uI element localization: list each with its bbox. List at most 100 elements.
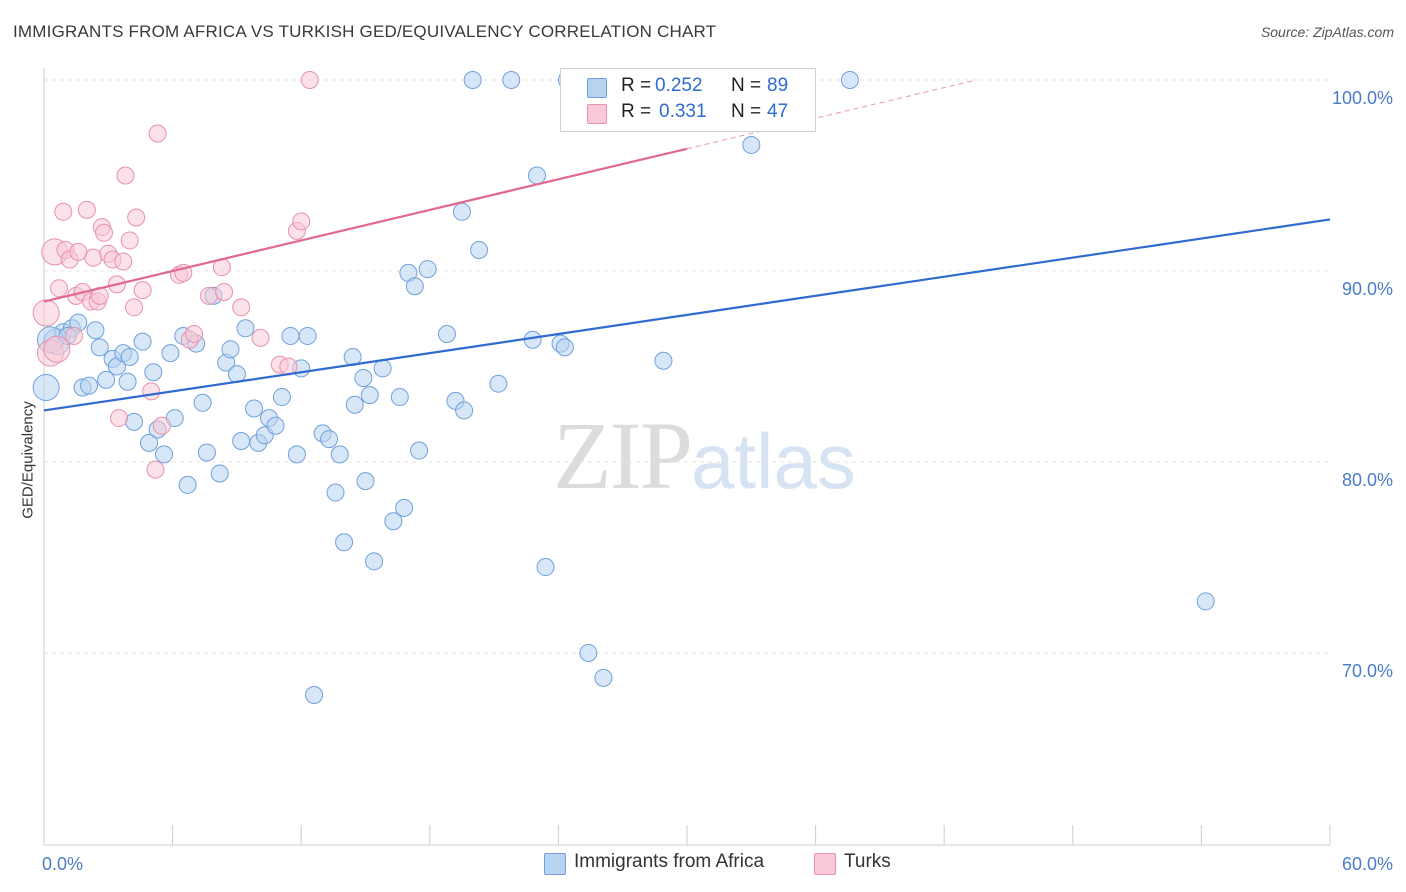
africa-point bbox=[155, 445, 174, 464]
africa-point bbox=[1196, 592, 1215, 611]
turks-point bbox=[95, 223, 114, 242]
africa-point bbox=[356, 472, 375, 491]
africa-point bbox=[287, 445, 306, 464]
chart-title: IMMIGRANTS FROM AFRICA VS TURKISH GED/EQ… bbox=[13, 22, 717, 41]
correlation-legend: R = 0.252 N = 89 R = 0.331 N = 47 bbox=[560, 68, 816, 132]
turks-point bbox=[200, 286, 219, 305]
turks-point bbox=[69, 242, 88, 261]
africa-point bbox=[120, 347, 139, 366]
africa-point bbox=[305, 686, 324, 705]
africa-point bbox=[365, 552, 384, 571]
africa-point bbox=[272, 388, 291, 407]
africa-point bbox=[80, 376, 99, 395]
turks-point bbox=[251, 328, 270, 347]
africa-point bbox=[326, 483, 345, 502]
africa-point bbox=[210, 464, 229, 483]
africa-point bbox=[320, 430, 339, 449]
turks-point bbox=[142, 382, 161, 401]
africa-point bbox=[125, 412, 144, 431]
africa-point bbox=[330, 445, 349, 464]
africa-point bbox=[390, 388, 409, 407]
turks-point bbox=[77, 200, 96, 219]
turks-point bbox=[152, 416, 171, 435]
africa-point bbox=[360, 386, 379, 405]
africa-point bbox=[527, 166, 546, 185]
turks-point bbox=[146, 460, 165, 479]
turks-point bbox=[65, 326, 84, 345]
turks-point bbox=[133, 281, 152, 300]
africa-point bbox=[197, 443, 216, 462]
turks-point bbox=[114, 252, 133, 271]
turks-point bbox=[116, 166, 135, 185]
africa-point bbox=[840, 71, 859, 89]
africa-point bbox=[452, 202, 471, 221]
turks-point bbox=[32, 299, 60, 327]
source-label: Source: ZipAtlas.com bbox=[1260, 24, 1394, 40]
turks-point bbox=[120, 231, 139, 250]
africa-point bbox=[193, 393, 212, 412]
africa-point bbox=[405, 277, 424, 296]
turks-point bbox=[125, 298, 144, 317]
africa-point bbox=[161, 344, 180, 363]
turks-point bbox=[232, 298, 251, 317]
y-tick-label: 100.0% bbox=[1332, 88, 1393, 108]
africa-point bbox=[86, 321, 105, 340]
turks-point bbox=[215, 283, 234, 302]
y-tick-label: 80.0% bbox=[1342, 470, 1393, 490]
africa-point bbox=[536, 558, 555, 577]
legend-n-label: N = bbox=[731, 101, 762, 122]
africa-point bbox=[463, 71, 482, 89]
legend-r-value: 0.331 bbox=[659, 101, 707, 122]
africa-point bbox=[221, 340, 240, 359]
africa-point bbox=[140, 433, 159, 452]
bottom-legend-label-turks: Turks bbox=[844, 851, 891, 872]
watermark: ZIPatlas bbox=[553, 400, 856, 511]
bottom-legend-swatch-africa bbox=[544, 853, 566, 875]
africa-point bbox=[373, 359, 392, 378]
africa-point bbox=[470, 240, 489, 259]
legend-r-value: 0.252 bbox=[655, 75, 703, 96]
africa-point bbox=[418, 260, 437, 279]
africa-point bbox=[133, 332, 152, 351]
turks-point bbox=[127, 208, 146, 227]
bottom-legend-label-africa: Immigrants from Africa bbox=[574, 851, 765, 872]
africa-point bbox=[654, 351, 673, 370]
africa-point bbox=[266, 416, 285, 435]
turks-point bbox=[84, 248, 103, 267]
africa-point bbox=[32, 374, 60, 402]
africa-point bbox=[489, 374, 508, 393]
africa-point bbox=[354, 368, 373, 387]
africa-point bbox=[345, 395, 364, 414]
turks-trend-line bbox=[43, 147, 688, 303]
africa-point bbox=[118, 372, 137, 391]
turks-point bbox=[185, 325, 204, 344]
africa-trend-line bbox=[43, 218, 1331, 412]
turks-point bbox=[300, 71, 319, 89]
africa-point bbox=[281, 326, 300, 345]
y-tick-label: 70.0% bbox=[1342, 661, 1393, 681]
africa-point bbox=[384, 512, 403, 531]
y-tick-label: 90.0% bbox=[1342, 279, 1393, 299]
africa-point bbox=[90, 338, 109, 357]
africa-point bbox=[232, 431, 251, 450]
legend-n-label: N = bbox=[731, 75, 762, 96]
turks-trend-extension bbox=[686, 79, 977, 150]
africa-point bbox=[178, 475, 197, 494]
africa-point bbox=[335, 533, 354, 552]
africa-point bbox=[245, 399, 264, 418]
turks-point bbox=[148, 124, 167, 143]
africa-point bbox=[742, 135, 761, 154]
legend-r-label: R = bbox=[621, 75, 652, 96]
watermark-atlas: atlas bbox=[691, 417, 856, 505]
turks-point bbox=[110, 409, 129, 428]
legend-n-value: 47 bbox=[767, 101, 789, 122]
africa-point bbox=[502, 71, 521, 89]
legend-swatch-turks bbox=[587, 104, 607, 124]
legend-r-label: R = bbox=[621, 101, 652, 122]
bottom-legend-swatch-turks bbox=[814, 853, 836, 875]
turks-point bbox=[50, 279, 69, 298]
africa-point bbox=[144, 363, 163, 382]
legend-swatch-africa bbox=[587, 78, 607, 98]
turks-point bbox=[292, 212, 311, 231]
